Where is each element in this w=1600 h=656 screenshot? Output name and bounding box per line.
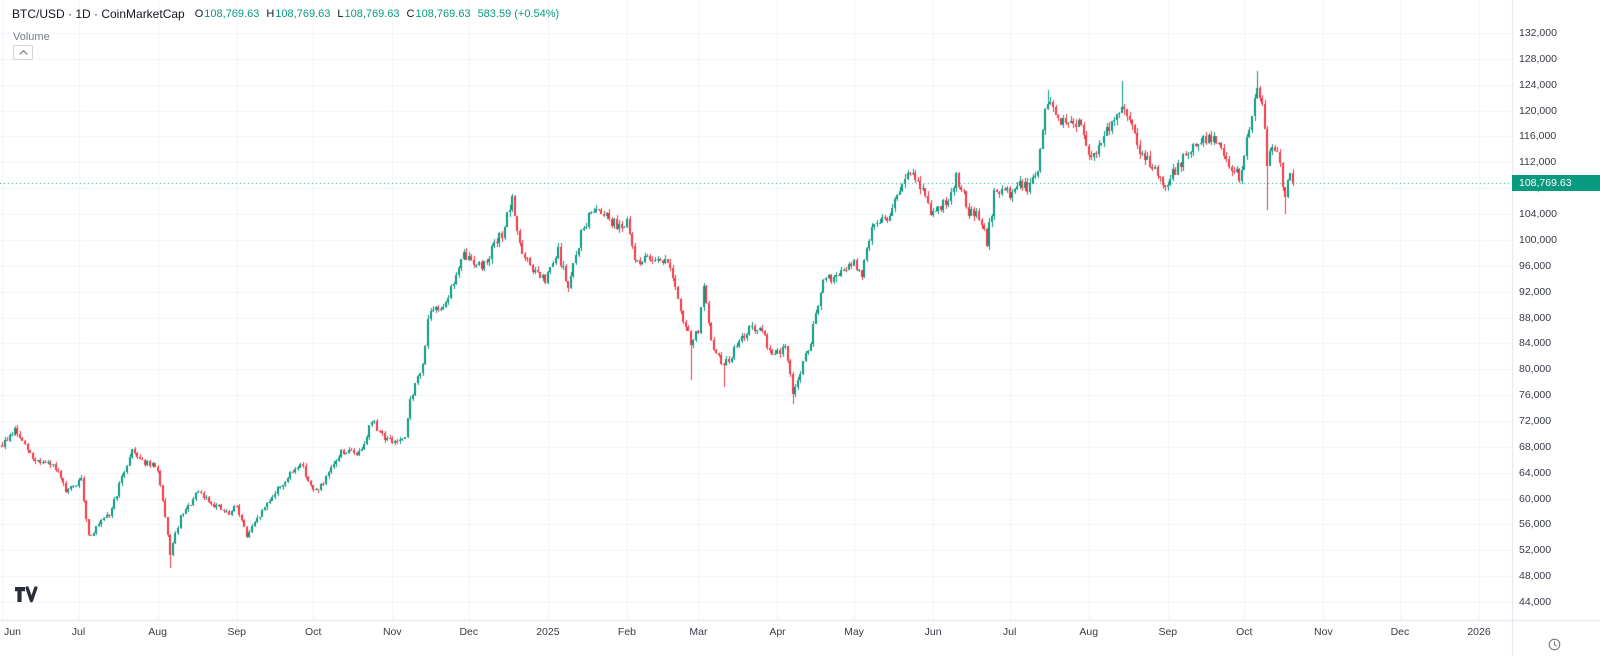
price-axis[interactable]: 132,000 128,000 124,000 120,000 116,000 112,0… [1512, 0, 1600, 620]
price-axis-label: 92,000 [1519, 285, 1552, 298]
time-axis-label: 2026 [1467, 626, 1491, 638]
time-axis-label: Dec [1390, 626, 1410, 638]
ohlc-values: O 108,769.63 H 108,769.63 L 108,769.63 C 108… [195, 8, 559, 20]
low-label: L [337, 8, 344, 20]
open-value: 108,769.63 [204, 8, 260, 20]
price-axis-label: 64,000 [1519, 466, 1552, 479]
high-label: H [266, 8, 275, 20]
time-axis-label: Aug [148, 626, 167, 638]
open-group: O 108,769.63 [195, 8, 260, 20]
high-group: H 108,769.63 [266, 8, 330, 20]
price-axis-label: 76,000 [1519, 389, 1552, 402]
time-axis-label: Aug [1079, 626, 1099, 638]
price-axis-label: 68,000 [1519, 440, 1552, 453]
price-axis-label: 116,000 [1519, 130, 1557, 143]
price-axis-label: 132,000 [1519, 27, 1557, 39]
symbol-title[interactable]: BTC/USD · 1D · CoinMarketCap [12, 7, 185, 21]
time-axis-label: Feb [617, 626, 637, 638]
time-axis-label: Nov [1314, 626, 1333, 638]
time-axis-label: Dec [459, 626, 479, 638]
price-axis-label: 44,000 [1519, 596, 1552, 608]
close-group: C 108,769.63 [407, 8, 471, 20]
change-value: 583.59 (+0.54%) [477, 8, 560, 20]
price-axis-label: 88,000 [1519, 311, 1552, 324]
low-group: L 108,769.63 [337, 8, 399, 20]
price-axis-label: 80,000 [1519, 363, 1552, 376]
time-axis-label: 2025 [536, 626, 560, 638]
current-price-badge: 108,769.63 [1512, 175, 1600, 192]
price-axis-label: 96,000 [1519, 259, 1552, 272]
volume-indicator-label[interactable]: Volume [13, 31, 50, 43]
price-axis-label: 84,000 [1519, 337, 1552, 350]
time-axis-label: Jul [1002, 626, 1017, 638]
tradingview-logo-icon [15, 586, 38, 603]
close-label: C [406, 8, 415, 20]
time-axis-label: Apr [769, 626, 786, 638]
low-value: 108,769.63 [344, 8, 400, 20]
price-axis-label: 60,000 [1519, 492, 1552, 505]
clock-icon[interactable] [1548, 638, 1561, 656]
price-axis-label: 52,000 [1519, 544, 1552, 557]
volume-pane-expand-button[interactable] [13, 45, 33, 60]
time-axis-label: Oct [305, 626, 322, 638]
open-label: O [194, 8, 204, 20]
price-axis-label: 56,000 [1519, 518, 1552, 531]
price-axis-label: 120,000 [1519, 104, 1557, 117]
time-axis-label: Jun [924, 626, 942, 638]
clock-icon-glyph [1548, 638, 1561, 651]
time-axis-label: Jul [71, 626, 86, 638]
time-axis-label: Sep [227, 626, 247, 638]
price-axis-label: 112,000 [1519, 156, 1557, 169]
time-axis-label: Oct [1236, 626, 1253, 638]
time-axis[interactable]: Jun Jul Aug Sep Oct Nov Dec 2025 Feb Mar Apr May Jun… [0, 620, 1600, 656]
close-value: 108,769.63 [415, 8, 471, 20]
time-axis-label: Jun [4, 626, 21, 638]
time-axis-label: Mar [689, 626, 708, 638]
price-axis-label: 104,000 [1519, 208, 1557, 221]
price-axis-label: 72,000 [1519, 414, 1552, 427]
chevron-up-icon [18, 50, 28, 55]
price-axis-label: 128,000 [1519, 52, 1557, 65]
high-value: 108,769.63 [275, 8, 331, 20]
time-axis-label: May [844, 626, 864, 638]
price-axis-label: 48,000 [1519, 570, 1552, 583]
price-axis-label: 124,000 [1519, 78, 1557, 91]
time-axis-label: Sep [1158, 626, 1178, 638]
time-axis-label: Nov [382, 626, 402, 638]
symbol-legend: BTC/USD · 1D · CoinMarketCap O 108,769.63… [12, 7, 559, 21]
price-axis-label: 100,000 [1519, 233, 1557, 246]
tradingview-logo[interactable] [14, 586, 38, 608]
